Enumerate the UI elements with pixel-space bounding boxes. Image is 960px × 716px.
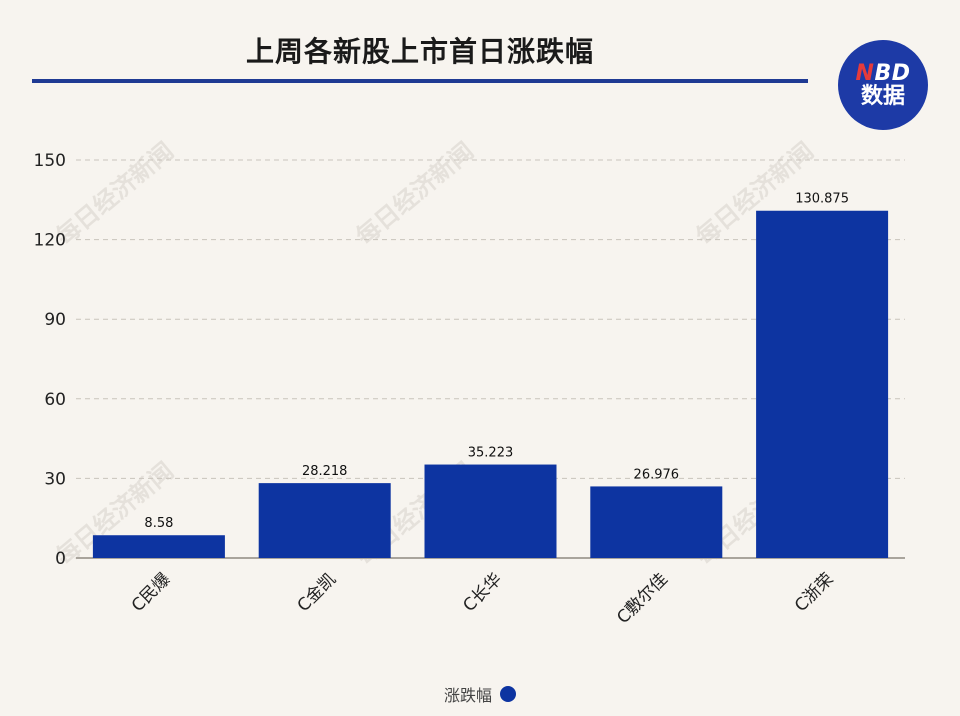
bar-value-label: 130.875 — [795, 192, 849, 207]
watermark-text: 每日经济新闻 — [351, 137, 479, 251]
y-tick-label: 30 — [44, 469, 66, 489]
title-divider — [32, 79, 808, 83]
bar — [424, 464, 557, 558]
y-tick-label: 60 — [44, 390, 66, 410]
bar — [92, 535, 225, 558]
x-tick-label: C金凯 — [294, 569, 341, 616]
x-tick-label: C浙荣 — [791, 569, 838, 616]
bar-value-label: 28.218 — [302, 464, 348, 479]
bar-value-label: 8.58 — [144, 516, 173, 531]
bar-value-label: 35.223 — [468, 446, 514, 461]
legend: 涨跌幅 — [0, 682, 960, 706]
bar — [756, 210, 889, 558]
legend-label: 涨跌幅 — [443, 686, 492, 705]
y-tick-label: 0 — [55, 549, 66, 569]
x-tick-label: C长华 — [459, 569, 506, 616]
bar — [590, 486, 723, 558]
logo-n: N — [855, 60, 875, 86]
nbd-logo: NBD 数据 — [838, 40, 928, 130]
y-tick-label: 90 — [44, 310, 66, 330]
legend-swatch — [500, 686, 516, 702]
bar — [258, 483, 391, 558]
chart-title: 上周各新股上市首日涨跌幅 — [245, 35, 594, 68]
y-tick-label: 150 — [34, 151, 66, 171]
y-tick-label: 120 — [34, 231, 66, 251]
logo-data-label: 数据 — [860, 84, 905, 109]
x-tick-label: C敷尔佳 — [613, 569, 672, 628]
logo-bd: BD — [874, 60, 911, 86]
bar-value-label: 26.976 — [634, 467, 680, 482]
x-tick-label: C民爆 — [128, 569, 175, 616]
watermark-text: 每日经济新闻 — [51, 137, 179, 251]
